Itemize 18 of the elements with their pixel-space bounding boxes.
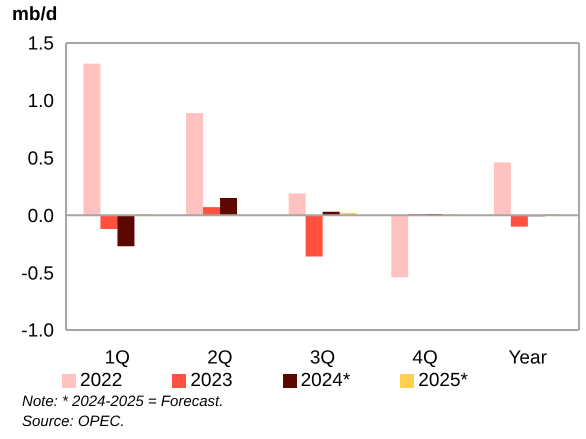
chart-title: mb/d xyxy=(12,4,58,26)
y-tick-label: 0.5 xyxy=(28,148,54,170)
text: Note: * 2024-2025 = Forecast. xyxy=(22,392,224,412)
legend-label: 2023 xyxy=(190,370,233,391)
x-tick-label: Year xyxy=(508,347,548,368)
legend-label: 2022 xyxy=(80,370,122,391)
y-tick-label: -0.5 xyxy=(21,263,54,284)
y-tick-label: 0.0 xyxy=(28,206,54,227)
x-tick-label: 1Q xyxy=(104,347,130,368)
source-note: Source: OPEC. xyxy=(22,412,126,432)
x-tick-label: 2Q xyxy=(207,347,233,368)
legend-label: 2025* xyxy=(418,370,468,391)
legend-label: 2024* xyxy=(300,370,350,391)
y-tick-label: 1.5 xyxy=(28,34,54,55)
x-tick-label: 3Q xyxy=(310,347,336,368)
y-tick-label: 1.0 xyxy=(28,91,54,112)
x-tick-label: 4Q xyxy=(412,347,438,368)
y-tick-label: -1.0 xyxy=(21,320,54,342)
